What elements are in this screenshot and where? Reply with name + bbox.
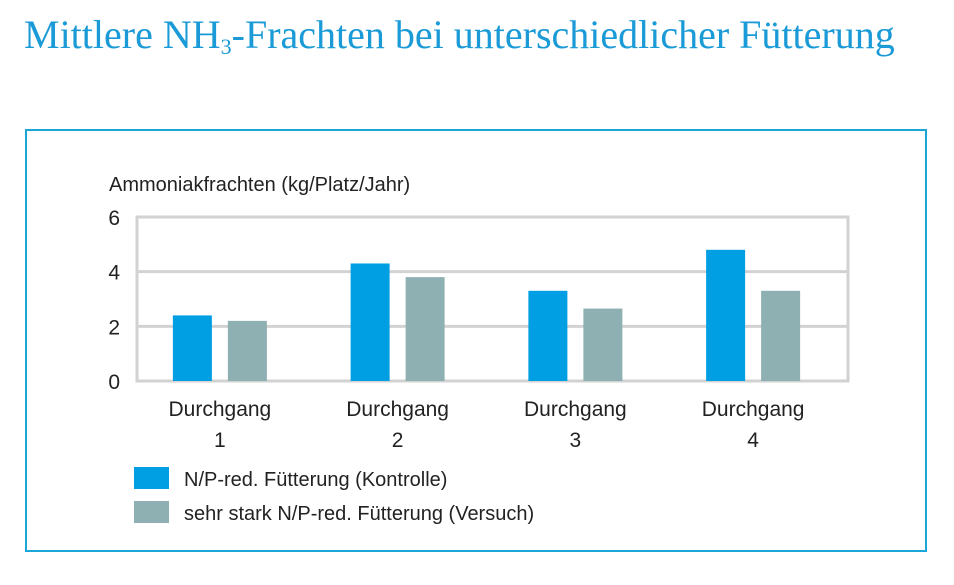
y-axis-label: Ammoniakfrachten (kg/Platz/Jahr) (109, 174, 410, 196)
x-tick-label: Durchgang (346, 398, 449, 421)
bar-kontrolle-1 (172, 315, 212, 381)
x-tick-label: 2 (392, 429, 404, 452)
legend-swatch (134, 501, 169, 523)
x-tick-label: Durchgang (169, 398, 272, 421)
bar-versuch-3 (583, 308, 623, 381)
x-tick-label: Durchgang (702, 398, 805, 421)
y-tick-label: 0 (108, 371, 120, 394)
bar-kontrolle-3 (528, 290, 568, 381)
bar-kontrolle-4 (706, 249, 746, 381)
legend-swatch (134, 467, 169, 489)
chart-title: Mittlere NH3-Frachten bei unterschiedlic… (24, 12, 895, 59)
x-tick-label: Durchgang (524, 398, 627, 421)
y-tick-label: 6 (108, 207, 120, 230)
bar-versuch-4 (761, 290, 801, 381)
y-tick-label: 2 (108, 316, 120, 339)
x-tick-label: 3 (570, 429, 582, 452)
bar-kontrolle-2 (350, 263, 390, 381)
x-tick-label: 4 (747, 429, 759, 452)
bar-versuch-1 (227, 320, 267, 381)
legend-label: N/P-red. Fütterung (Kontrolle) (184, 469, 447, 491)
legend-label: sehr stark N/P-red. Fütterung (Versuch) (184, 503, 534, 525)
y-tick-label: 4 (108, 262, 120, 285)
chart-frame (25, 129, 927, 552)
x-tick-label: 1 (214, 429, 226, 452)
bar-versuch-2 (405, 277, 445, 381)
